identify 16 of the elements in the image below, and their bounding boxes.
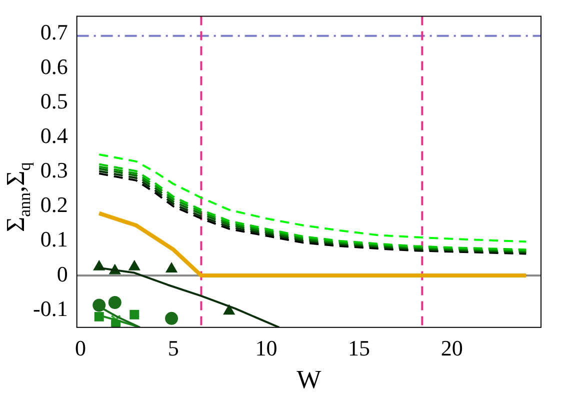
y-tick-label: 0.6	[40, 54, 68, 79]
y-tick-label: 0.4	[40, 123, 68, 148]
x-axis-title: W	[296, 365, 322, 394]
y-tick-label: -0.1	[33, 296, 68, 321]
y-tick-label: 0.3	[40, 158, 68, 183]
x-tick-label: 5	[168, 335, 179, 360]
line-series	[98, 154, 528, 243]
y-tick-label: 0.5	[40, 88, 68, 114]
x-tick-label: 15	[348, 335, 370, 360]
x-tick-label: 20	[440, 335, 463, 360]
x-tick-label: 0	[75, 335, 86, 360]
y-tick-label: 0.2	[40, 192, 68, 218]
y-tick-label: 0.7	[40, 19, 68, 44]
x-tick-label: 10	[255, 335, 278, 360]
y-tick-label: 0	[56, 261, 68, 286]
y-tick-label: 0.1	[40, 226, 68, 252]
